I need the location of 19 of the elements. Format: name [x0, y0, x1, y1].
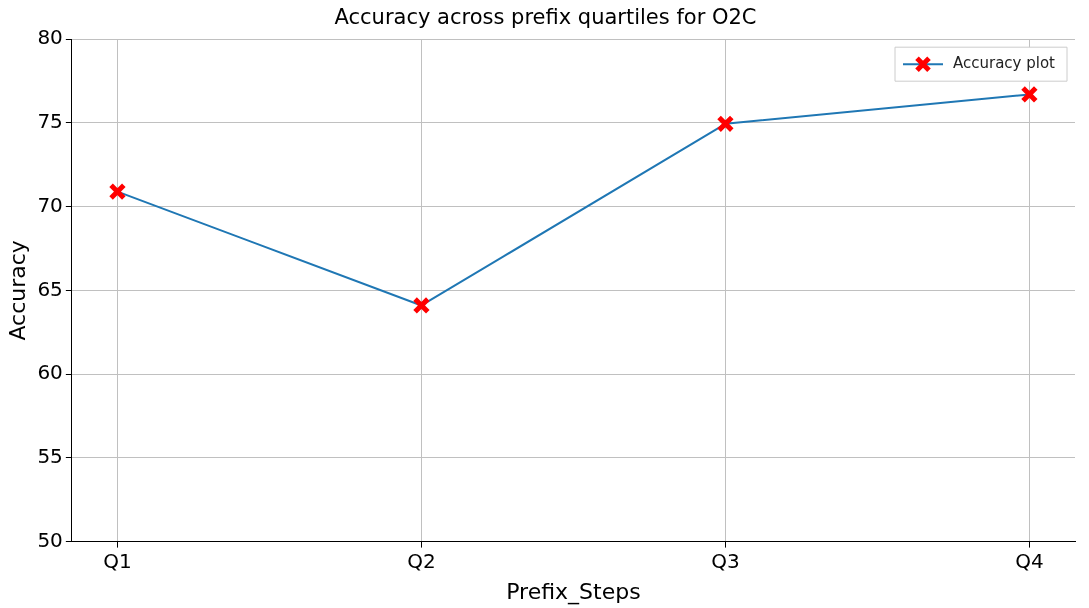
x-tick-label: Q1 — [103, 548, 132, 573]
y-tick-label: 65 — [37, 276, 63, 301]
x-axis-title: Prefix_Steps — [506, 578, 641, 605]
chart-title: Accuracy across prefix quartiles for O2C — [334, 5, 757, 30]
y-tick-label: 60 — [37, 360, 63, 385]
point — [716, 114, 735, 133]
legend-label: Accuracy plot — [953, 54, 1056, 73]
y-tick-label: 80 — [37, 25, 63, 50]
x-tick-label: Q3 — [711, 548, 740, 573]
x-tick-label: Q2 — [407, 548, 436, 573]
y-tick-label: 70 — [37, 192, 63, 217]
point — [412, 296, 431, 315]
y-tick-label: 50 — [37, 527, 63, 552]
point — [1020, 85, 1039, 104]
y-tick-label: 75 — [37, 109, 63, 134]
y-tick-label: 55 — [37, 444, 63, 469]
x-tick-label: Q4 — [1015, 548, 1044, 573]
y-axis-title: Accuracy — [4, 240, 30, 341]
point — [108, 182, 127, 201]
